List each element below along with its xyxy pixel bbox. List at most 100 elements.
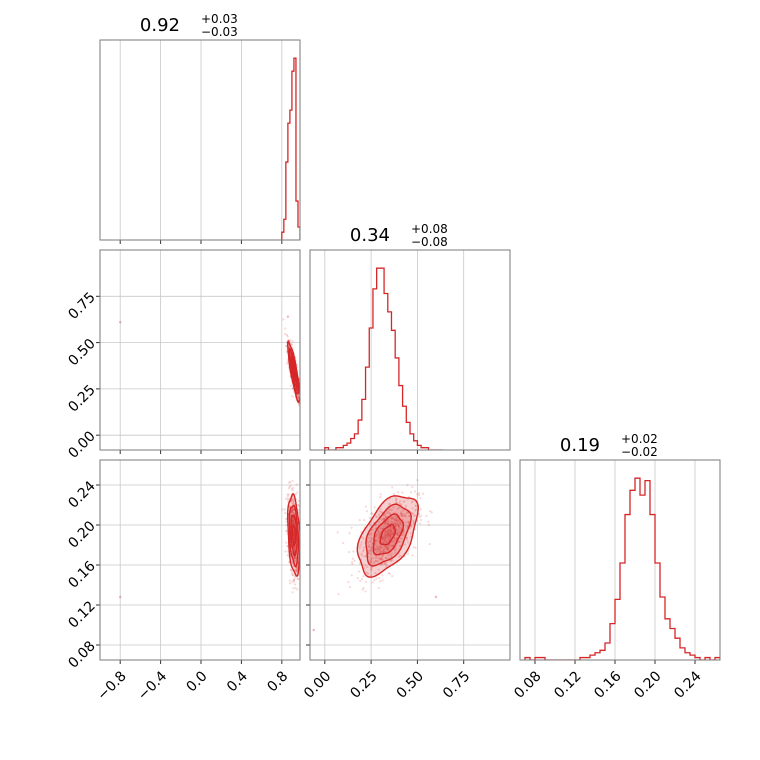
sample-point [393,536,396,539]
sample-point [385,515,388,518]
sample-point [379,526,382,530]
sample-point [370,557,373,560]
sample-point [387,539,390,542]
sample-point [293,537,296,540]
histogram-step [324,267,444,450]
sample-point [405,521,408,524]
sample-point [296,588,299,591]
sample-point [381,579,384,582]
sample-point [394,524,397,527]
sample-point [295,569,298,572]
sample-point [285,524,288,527]
sample-point [295,483,298,486]
sample-point [293,559,297,563]
sample-point [394,524,397,527]
sample-point [397,532,400,535]
tick-label-x: 0.16 [591,668,624,701]
sample-point [286,493,289,496]
sample-point [293,545,297,548]
sample-point [296,567,299,570]
sample-point [368,540,371,543]
sample-point [360,541,363,544]
sample-point [351,557,355,560]
sample-point [384,534,387,538]
sample-point [293,559,297,562]
contour-level [379,523,397,546]
panel-frame [99,249,301,451]
outlier-point [286,315,290,318]
sample-point [367,549,370,552]
sample-point [378,537,381,540]
sample-point [386,535,389,538]
sample-point [388,534,392,537]
sample-point [397,525,400,529]
sample-point [367,536,370,539]
sample-point [281,508,284,511]
tick-label-x: 0.4 [224,668,251,695]
title-upper-error: +0.02 [621,432,658,446]
sample-point [293,568,297,571]
sample-point [386,533,390,536]
sample-point [291,511,294,514]
sample-point [391,575,394,578]
sample-point [399,521,403,525]
title-param-1: 0.34 +0.08 −0.08 [350,222,448,249]
sample-point [414,504,417,508]
sample-point [407,520,410,523]
sample-point [414,504,417,507]
sample-point [383,534,387,537]
tick-label-x: 0.00 [301,668,334,701]
sample-point [388,533,391,536]
sample-point [400,537,403,540]
sample-point [381,563,384,566]
sample-point [296,387,299,390]
sample-point [391,521,394,525]
sample-point [293,580,296,583]
sample-point [369,560,373,563]
sample-point [374,523,378,526]
sample-point [292,502,295,506]
sample-point [411,507,414,510]
sample-point [399,554,402,557]
sample-point [386,521,389,524]
tick-label-x: 0.25 [347,668,380,701]
sample-point [297,577,300,581]
sample-point [291,522,294,525]
sample-point [388,511,391,514]
sample-point [373,548,376,551]
sample-point [381,574,384,577]
sample-point [400,512,403,515]
histogram-step [281,57,300,240]
sample-point [387,523,390,526]
sample-point [297,395,300,398]
sample-point [389,530,392,533]
sample-point [398,521,401,524]
sample-point [399,500,402,503]
tick-label-x: 0.75 [440,668,473,701]
sample-point [292,507,295,511]
sample-point [397,525,401,528]
sample-point [293,546,296,550]
sample-point [356,576,359,580]
sample-point [284,511,287,515]
sample-point [390,516,393,519]
tick-label-y: 0.12 [65,598,98,631]
sample-point [387,545,390,548]
sample-point [394,523,397,526]
sample-point [358,570,361,573]
sample-point [374,547,377,550]
sample-point [403,514,406,517]
sample-point [387,529,390,532]
sample-point [391,544,395,547]
sample-point [404,513,407,516]
contour-level [291,524,297,546]
sample-point [388,533,391,536]
sample-point [411,485,414,488]
sample-point [373,506,376,509]
sample-point [401,534,404,537]
sample-point [397,529,401,532]
sample-point [296,394,299,397]
sample-point [291,502,294,505]
tick-label-y: 0.24 [65,478,98,511]
sample-point [378,534,381,537]
